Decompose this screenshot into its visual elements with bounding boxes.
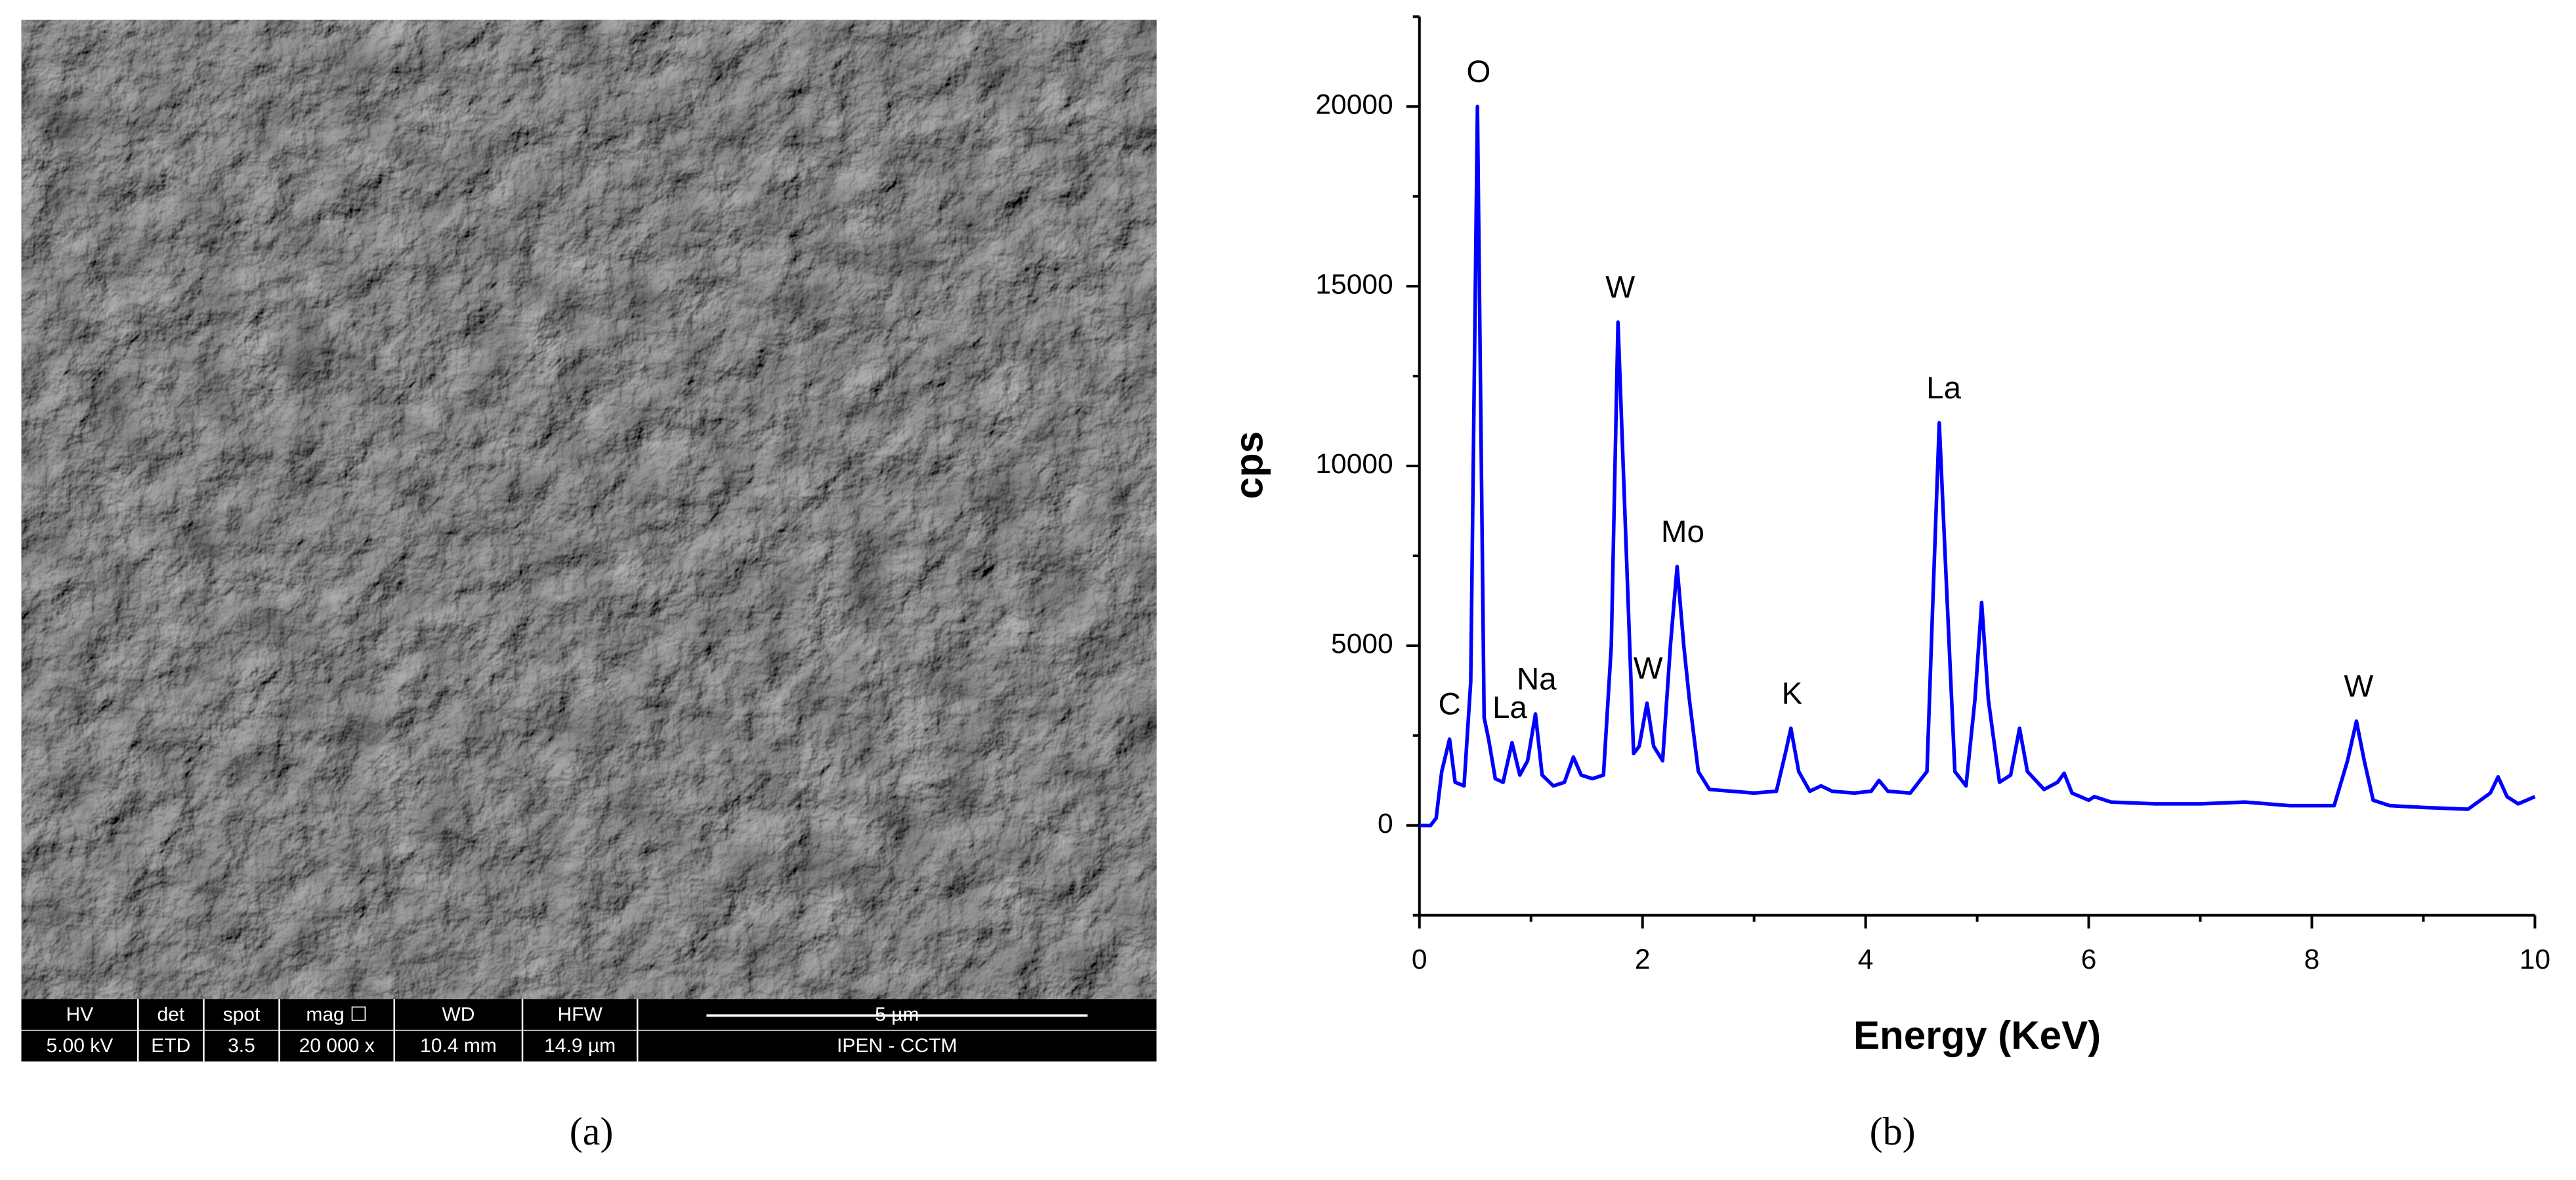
info-value: IPEN - CCTM [837, 1035, 957, 1057]
peak-label: Na [1517, 662, 1557, 696]
info-value: ETD [151, 1035, 190, 1057]
peak-label: W [2344, 669, 2373, 704]
peak-label: La [1926, 371, 1961, 406]
info-value: 14.9 µm [544, 1035, 616, 1057]
info-value: 10.4 mm [420, 1035, 497, 1057]
sem-image [21, 20, 1157, 1000]
x-tick-label: 2 [1635, 944, 1651, 975]
x-tick-label: 10 [2520, 944, 2550, 975]
x-tick-label: 4 [1858, 944, 1874, 975]
peak-label: O [1466, 54, 1490, 89]
info-value: 20 000 x [299, 1035, 375, 1057]
peak-label: K [1782, 676, 1803, 711]
info-header: spot [223, 1003, 261, 1025]
peak-label: C [1438, 687, 1460, 722]
caption: (a) [570, 1109, 614, 1153]
x-tick-label: 6 [2081, 944, 2097, 975]
eds-chart: 0 5000 10000 15000 20000 0 2 4 6 8 10 Energy (KeV) c… [1227, 15, 2550, 1153]
peak-label: La [1492, 690, 1527, 725]
y-tick-label: 20000 [1315, 89, 1393, 121]
info-bar-texts: HV 5.00 kV det ETD spot 3.5 mag ☐ 20 000 x WD 10.… [21, 999, 1157, 1062]
peak-label: Mo [1661, 515, 1704, 549]
peak-label: W [1634, 651, 1663, 686]
info-header: WD [442, 1003, 475, 1025]
x-tick-label: 8 [2304, 944, 2320, 975]
caption: (b) [1870, 1109, 1916, 1153]
sem-panel: HV 5.00 kV det ETD spot 3.5 mag ☐ 20 000 x WD 10.… [21, 20, 1157, 1153]
y-tick-label: 15000 [1315, 268, 1393, 300]
y-axis-label: cps [1227, 431, 1271, 499]
peak-label: W [1605, 270, 1635, 305]
y-tick-label: 0 [1378, 808, 1393, 839]
info-header: mag ☐ [306, 1003, 368, 1025]
info-header: HV [66, 1003, 94, 1025]
x-tick-label: 0 [1412, 944, 1427, 975]
info-header: det [157, 1003, 184, 1025]
y-tick-label: 10000 [1315, 448, 1393, 480]
spectrum-line [1419, 104, 2536, 828]
info-value: 3.5 [228, 1035, 255, 1057]
info-value: 5.00 kV [47, 1035, 114, 1057]
info-header: HFW [557, 1003, 602, 1025]
y-tick-label: 5000 [1331, 628, 1393, 660]
x-axis-label: Energy (KeV) [1853, 1013, 2101, 1057]
info-header: 5 µm [875, 1003, 919, 1025]
